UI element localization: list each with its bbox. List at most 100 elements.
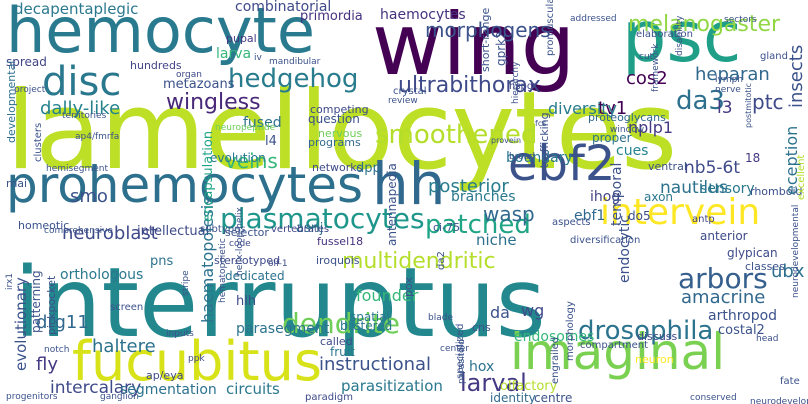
word-ubx: ubx [771, 261, 805, 282]
word-combinatorial: combinatorial [235, 0, 332, 15]
word-niche: niche [476, 231, 517, 249]
word-developmental: developmental [5, 60, 18, 143]
word-primordia: primordia [300, 9, 363, 24]
word-hspg: hspg [509, 81, 534, 92]
word-drg11: drg11 [36, 312, 89, 333]
word-intervein: intervein [600, 192, 761, 233]
word-neuron: neuron [635, 353, 674, 366]
word-aspects: aspects [552, 217, 591, 228]
word-inputs: inputs [166, 329, 194, 339]
word-ppk: ppk [188, 354, 205, 364]
word-instructional: instructional [319, 354, 432, 375]
word-dpp: dpp [356, 161, 381, 176]
word-review: review [388, 96, 418, 106]
word-vertebrates: vertebrates [271, 224, 330, 235]
word-lamellocytes: lamellocytes [6, 69, 677, 194]
word-fussel18: fussel18 [317, 235, 364, 248]
word-proper: proper [592, 131, 632, 145]
word-wingless: wingless [166, 90, 261, 115]
word-pox: pox [402, 277, 415, 297]
word-olfactory: olfactory [500, 379, 558, 394]
word-smo: smo [70, 186, 108, 207]
word-parasitoid: parasitoid [457, 339, 467, 384]
word-trafficking: trafficking [538, 112, 551, 168]
word-dedicated: dedicated [225, 269, 285, 283]
word-iroquois: iroquois [316, 254, 360, 267]
word-blade: blade [428, 313, 453, 323]
word-question: question [308, 112, 360, 126]
word-lymph: lymph [715, 75, 744, 85]
word-blistered: blistered [340, 319, 393, 333]
word-nerve: nerve [715, 85, 741, 95]
word-fate: fate [780, 376, 800, 387]
word-elaboration: elaboration [636, 29, 693, 40]
word-territories: territories [62, 111, 107, 121]
word-iv: iv [254, 53, 262, 63]
word-cues: cues [616, 143, 649, 159]
word-stripe: stripe [181, 270, 191, 296]
word-center: center [440, 344, 469, 354]
word-wasp: wasp [483, 202, 535, 226]
word-metazoans: metazoans [163, 77, 235, 92]
word-diversity: diversity [548, 99, 618, 118]
word-decapentaplegic: decapentaplegic [14, 0, 139, 18]
word-parasitization: parasitization [341, 377, 443, 395]
word-helix-loop-helix: helix-loop-helix [235, 207, 245, 276]
word-pupal: pupal [226, 32, 257, 45]
word-sensory: sensory [700, 181, 755, 197]
word-patterning: patterning [29, 270, 43, 333]
word-anterior: anterior [700, 229, 748, 243]
word-costal2: costal2 [718, 323, 765, 338]
word-programs: programs [308, 136, 361, 149]
word-antennapedia: antennapedia [385, 163, 399, 246]
word-ihog: ihog [590, 189, 621, 205]
word-discuss: discuss [637, 330, 678, 343]
word-diversification: diversification [570, 235, 641, 246]
word-arbors: arbors [678, 262, 768, 295]
word-interruptus: interruptus [14, 247, 546, 359]
word-head: head [756, 334, 779, 344]
word-smoothened: smoothened [375, 120, 538, 150]
word-excellent: excellent [796, 154, 807, 200]
word-orthologous: orthologous [60, 267, 144, 283]
word-fruit: fruit [330, 345, 355, 359]
word-hh: hh [372, 150, 446, 218]
word-dally-like: dally-like [40, 98, 121, 119]
word-da2: da2 [436, 251, 447, 270]
word-evolutionary: evolutionary [12, 277, 30, 371]
word-do5: do5 [628, 209, 651, 223]
word-imaginal: imaginal [510, 323, 726, 381]
word-window: window [610, 125, 645, 135]
word-project: project [14, 85, 46, 95]
word-conserved: conserved [690, 393, 737, 403]
word-multidendritic: multidendritic [342, 249, 496, 274]
word-framework: framework [651, 43, 661, 92]
word-spread: spread [6, 55, 47, 69]
word-morphogens: morphogens [425, 18, 551, 42]
word-hemocyte: hemocyte [6, 0, 316, 67]
word-wg: wg [521, 301, 545, 320]
word-stereotyped: stereotyped [214, 254, 281, 267]
word-neuroblast: neuroblast [62, 223, 158, 244]
word-subtypes: subtypes [200, 224, 246, 235]
word-cns: cns [472, 321, 491, 334]
word-centre: centre [534, 391, 573, 404]
word-irx1: irx1 [5, 272, 15, 290]
word-gprk2: gprk2 [494, 31, 508, 66]
word-olf-1: olf-1 [268, 259, 288, 269]
word-promuscular: promuscular [545, 0, 556, 56]
word-homeotic: homeotic [18, 219, 70, 232]
word-paradigm: paradigm [305, 392, 353, 403]
word-nervous: nervous [318, 127, 363, 140]
word-cut: cut [639, 52, 654, 62]
word-ci-75: ci-75 [433, 221, 461, 234]
word-evolution: evolution [210, 151, 266, 165]
word-wing: wing [372, 0, 576, 95]
word-ap4-fmrfa: ap4/fmrfa [75, 132, 120, 142]
word-clusters: clusters [33, 122, 44, 162]
word-sectors: sectors [724, 15, 757, 25]
word-hematopoietic: hematopoietic [218, 238, 228, 303]
word-addressed: addressed [570, 14, 617, 24]
word-haemocytes: haemocytes [380, 7, 466, 23]
word-psc: psc [622, 0, 742, 78]
